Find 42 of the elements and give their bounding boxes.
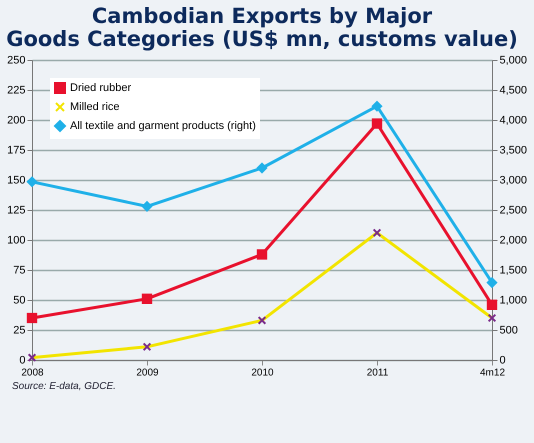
y-tick-label: 100 [7, 234, 26, 246]
source-note: Source: E-data, GDCE. [12, 381, 117, 392]
y-tick-label: 250 [7, 54, 26, 66]
y-tick-label: 75 [13, 264, 26, 276]
point [256, 249, 268, 260]
x-tick-label: 2010 [251, 368, 274, 378]
y-tick-label: 125 [7, 204, 26, 216]
y2-tick-label: 5,000 [500, 54, 528, 66]
y2-tick-label: 3,500 [500, 144, 528, 156]
x-tick-label: 2008 [21, 368, 44, 378]
y-tick-label: 0 [19, 354, 26, 366]
y2-tick-label: 1,500 [500, 264, 528, 276]
y2-tick-label: 4,500 [500, 84, 528, 96]
point [142, 294, 152, 304]
legend-label: Dried rubber [70, 82, 132, 94]
y-tick-label: 50 [13, 294, 26, 306]
y-tick-label: 150 [7, 174, 26, 186]
point [486, 300, 498, 310]
point [486, 277, 498, 288]
y2-tick-label: 4,000 [500, 114, 528, 126]
y2-tick-label: 3,000 [500, 174, 528, 186]
y2-tick-label: 0 [500, 354, 506, 366]
point [26, 312, 38, 324]
point [256, 162, 268, 174]
point [372, 118, 382, 129]
x-tick-label: 2011 [366, 368, 389, 378]
y2-tick-label: 1,000 [500, 294, 528, 306]
y2-tick-label: 2,500 [500, 204, 528, 216]
legend-label: All textile and garment products (right) [70, 120, 256, 132]
x-tick-label: 4m12 [480, 368, 506, 378]
y-tick-label: 225 [7, 84, 26, 96]
y-tick-label: 200 [7, 114, 26, 126]
y2-tick-label: 500 [500, 324, 518, 336]
point [372, 101, 382, 112]
y-tick-label: 175 [7, 144, 26, 156]
legend-label: Milled rice [70, 101, 120, 113]
point [142, 201, 152, 212]
point [26, 176, 38, 187]
chart-title: Cambodian Exports by Major Goods Categories (US$ mn, customs value) [6, 4, 518, 51]
y2-tick-label: 2,000 [500, 234, 528, 246]
x-tick-label: 2009 [136, 368, 160, 378]
y-tick-label: 25 [13, 324, 26, 336]
